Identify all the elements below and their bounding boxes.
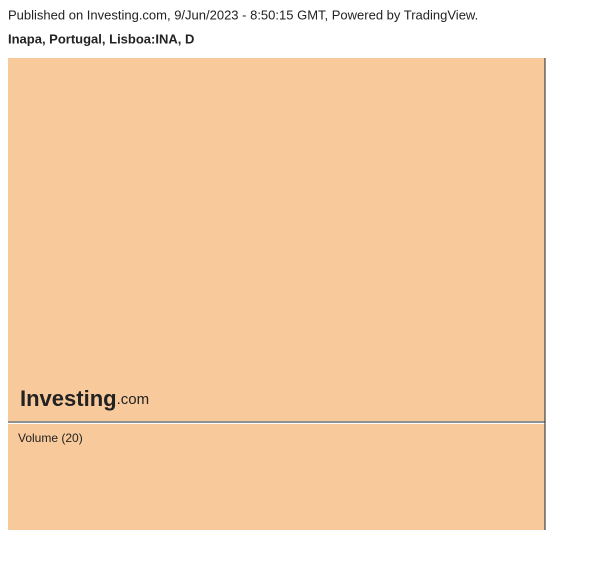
- logo-suffix: .com: [117, 391, 150, 408]
- chart-title: Inapa, Portugal, Lisboa:INA, D: [8, 31, 194, 46]
- volume-legend: Volume (20): [18, 431, 83, 445]
- logo-name: Investing.com: [20, 386, 149, 411]
- volume-panel: [8, 424, 545, 530]
- logo-text: Investing: [20, 386, 117, 411]
- published-note: Published on Investing.com, 9/Jun/2023 -…: [8, 7, 478, 22]
- logo: Investing.com: [20, 386, 149, 411]
- price-panel: [8, 58, 545, 421]
